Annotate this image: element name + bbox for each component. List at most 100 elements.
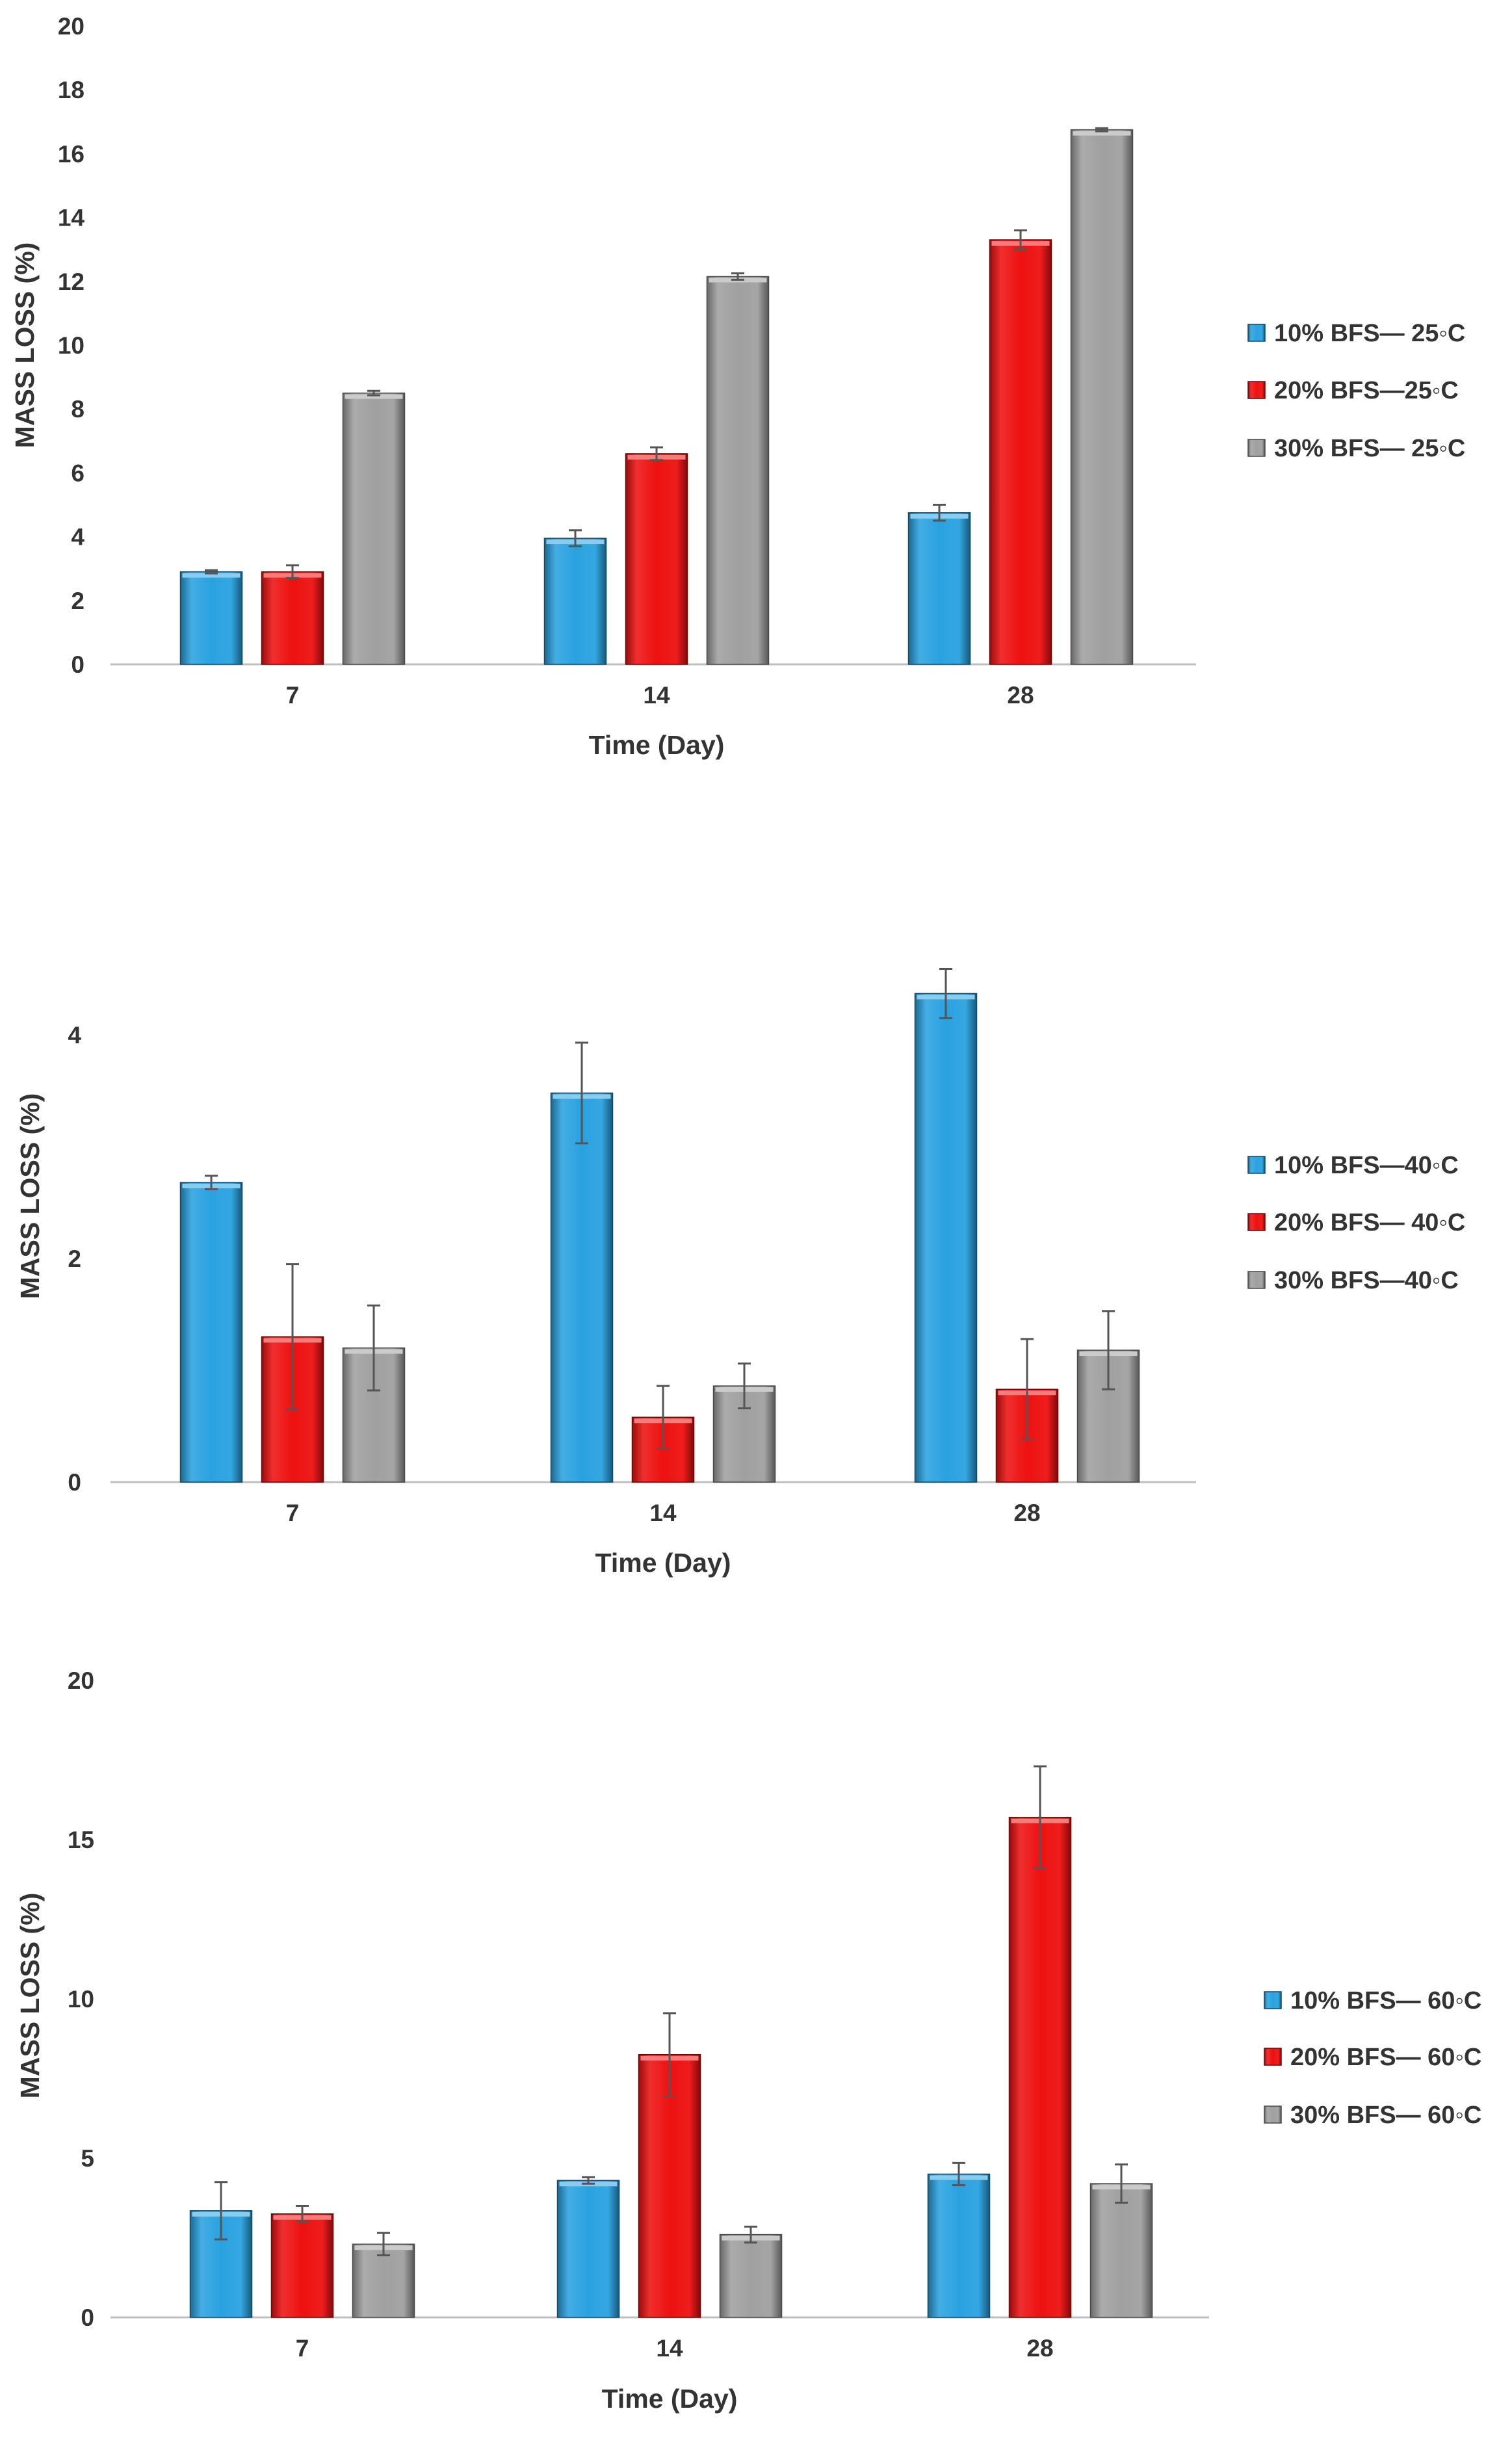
legend-label: 20% BFS— 40◦C xyxy=(1274,1209,1465,1236)
x-tick-label: 7 xyxy=(286,682,300,709)
bar xyxy=(352,2243,415,2318)
bar xyxy=(261,571,324,665)
error-bar xyxy=(377,2232,390,2256)
bar-highlight xyxy=(182,573,241,578)
y-tick-label: 8 xyxy=(71,396,85,423)
chart-svg: 0 5 10 15 20 MASS LOSS (%) 7 14 28 Time (Day) 10% … xyxy=(15,1667,1481,2414)
y-axis-title: MASS LOSS (%) xyxy=(15,1093,45,1299)
bar xyxy=(550,1092,614,1483)
error-bar xyxy=(939,968,952,1019)
error-bar xyxy=(744,2225,757,2244)
y-tick-label: 16 xyxy=(58,140,85,167)
error-bar xyxy=(367,389,380,397)
chart-panel-25c: 0 2 4 6 8 10 12 14 16 18 20 MASS LOSS (%) 7 14 28 Time … xyxy=(0,0,1512,806)
bar xyxy=(706,276,770,665)
y-tick-label: 18 xyxy=(58,77,85,103)
bar xyxy=(556,2180,620,2318)
chart-panel-60c: 0 5 10 15 20 MASS LOSS (%) 7 14 28 Time (Day) 10% … xyxy=(0,1619,1512,2437)
y-tick-label: 4 xyxy=(68,1022,81,1049)
chart-svg: 0 2 4 6 8 10 12 14 16 18 20 MASS LOSS (%) 7 14 28 Time … xyxy=(10,13,1465,760)
y-tick-label: 0 xyxy=(81,2304,94,2331)
error-bar xyxy=(1095,127,1108,133)
bar xyxy=(179,571,243,665)
error-bar xyxy=(205,569,218,575)
error-bar xyxy=(657,1385,670,1450)
x-tick-label: 28 xyxy=(1026,2335,1053,2362)
legend-swatch xyxy=(1247,1213,1266,1231)
y-tick-label: 6 xyxy=(71,460,85,486)
bar xyxy=(989,239,1052,665)
legend-label: 30% BFS— 60◦C xyxy=(1290,2102,1481,2129)
bar xyxy=(719,2234,783,2318)
y-tick-label: 5 xyxy=(81,2145,94,2172)
error-bar xyxy=(952,2161,965,2187)
error-bar xyxy=(367,1304,380,1392)
bar xyxy=(625,453,688,665)
legend-label: 10% BFS—40◦C xyxy=(1274,1152,1459,1179)
y-tick-label: 20 xyxy=(68,1667,94,1694)
x-tick-label: 14 xyxy=(649,1500,677,1526)
y-tick-label: 14 xyxy=(58,205,85,231)
error-bar xyxy=(1034,1765,1047,1870)
x-tick-label: 7 xyxy=(286,1500,300,1526)
bar xyxy=(342,392,406,665)
error-bar xyxy=(650,446,663,462)
legend-swatch xyxy=(1247,439,1266,457)
error-bar xyxy=(663,2012,676,2097)
y-tick-label: 10 xyxy=(58,332,85,359)
legend-label: 20% BFS—25◦C xyxy=(1274,377,1459,404)
legend-label: 30% BFS— 25◦C xyxy=(1274,435,1465,462)
bar xyxy=(638,2054,701,2318)
error-bar xyxy=(286,564,299,579)
error-bar xyxy=(1021,1338,1034,1441)
x-axis-title: Time (Day) xyxy=(589,730,725,760)
x-tick-label: 28 xyxy=(1013,1500,1040,1526)
y-axis-title: MASS LOSS (%) xyxy=(10,242,40,449)
legend-label: 10% BFS— 25◦C xyxy=(1274,320,1465,347)
error-bar xyxy=(296,2205,309,2223)
legend-swatch xyxy=(1247,324,1266,342)
bar xyxy=(907,512,971,665)
chart-panel-40c: 0 2 4 MASS LOSS (%) 7 14 28 Time (Day) 10% BFS—4… xyxy=(0,806,1512,1619)
y-tick-label: 2 xyxy=(68,1245,81,1272)
error-bar xyxy=(215,2181,228,2241)
error-bar xyxy=(933,504,946,522)
bar-highlight xyxy=(345,394,403,399)
y-tick-label: 12 xyxy=(58,268,85,295)
x-axis-title: Time (Day) xyxy=(595,1548,731,1578)
bar xyxy=(543,538,607,665)
y-tick-label: 15 xyxy=(68,1827,94,1853)
error-bar xyxy=(575,1041,588,1145)
bar xyxy=(270,2213,334,2318)
legend-swatch xyxy=(1264,1991,1282,2009)
x-axis-title: Time (Day) xyxy=(602,2384,738,2414)
bar-highlight xyxy=(1073,131,1131,136)
bar xyxy=(927,2173,991,2318)
legend-swatch xyxy=(1247,381,1266,399)
y-tick-label: 0 xyxy=(68,1469,81,1496)
x-tick-label: 7 xyxy=(296,2335,309,2362)
error-bar xyxy=(731,272,744,281)
error-bar xyxy=(1115,2163,1128,2204)
x-tick-label: 28 xyxy=(1007,682,1034,709)
x-tick-label: 14 xyxy=(656,2335,683,2362)
y-tick-label: 0 xyxy=(71,651,85,678)
y-axis-title: MASS LOSS (%) xyxy=(15,1893,45,2099)
y-tick-label: 10 xyxy=(68,1986,94,2013)
x-tick-label: 14 xyxy=(643,682,670,709)
y-tick-label: 4 xyxy=(71,524,85,551)
chart-svg: 0 2 4 MASS LOSS (%) 7 14 28 Time (Day) 10% BFS—4… xyxy=(15,968,1465,1578)
error-bar xyxy=(582,2176,595,2185)
error-bar xyxy=(569,529,582,547)
legend-swatch xyxy=(1264,2105,1282,2124)
legend-label: 20% BFS— 60◦C xyxy=(1290,2044,1481,2071)
error-bar xyxy=(1014,229,1027,251)
bar xyxy=(1070,129,1134,665)
legend-swatch xyxy=(1247,1271,1266,1289)
bar xyxy=(179,1182,243,1483)
legend-label: 10% BFS— 60◦C xyxy=(1290,1987,1481,2014)
legend-swatch xyxy=(1247,1156,1266,1174)
error-bar xyxy=(738,1362,751,1409)
bar xyxy=(914,993,978,1483)
